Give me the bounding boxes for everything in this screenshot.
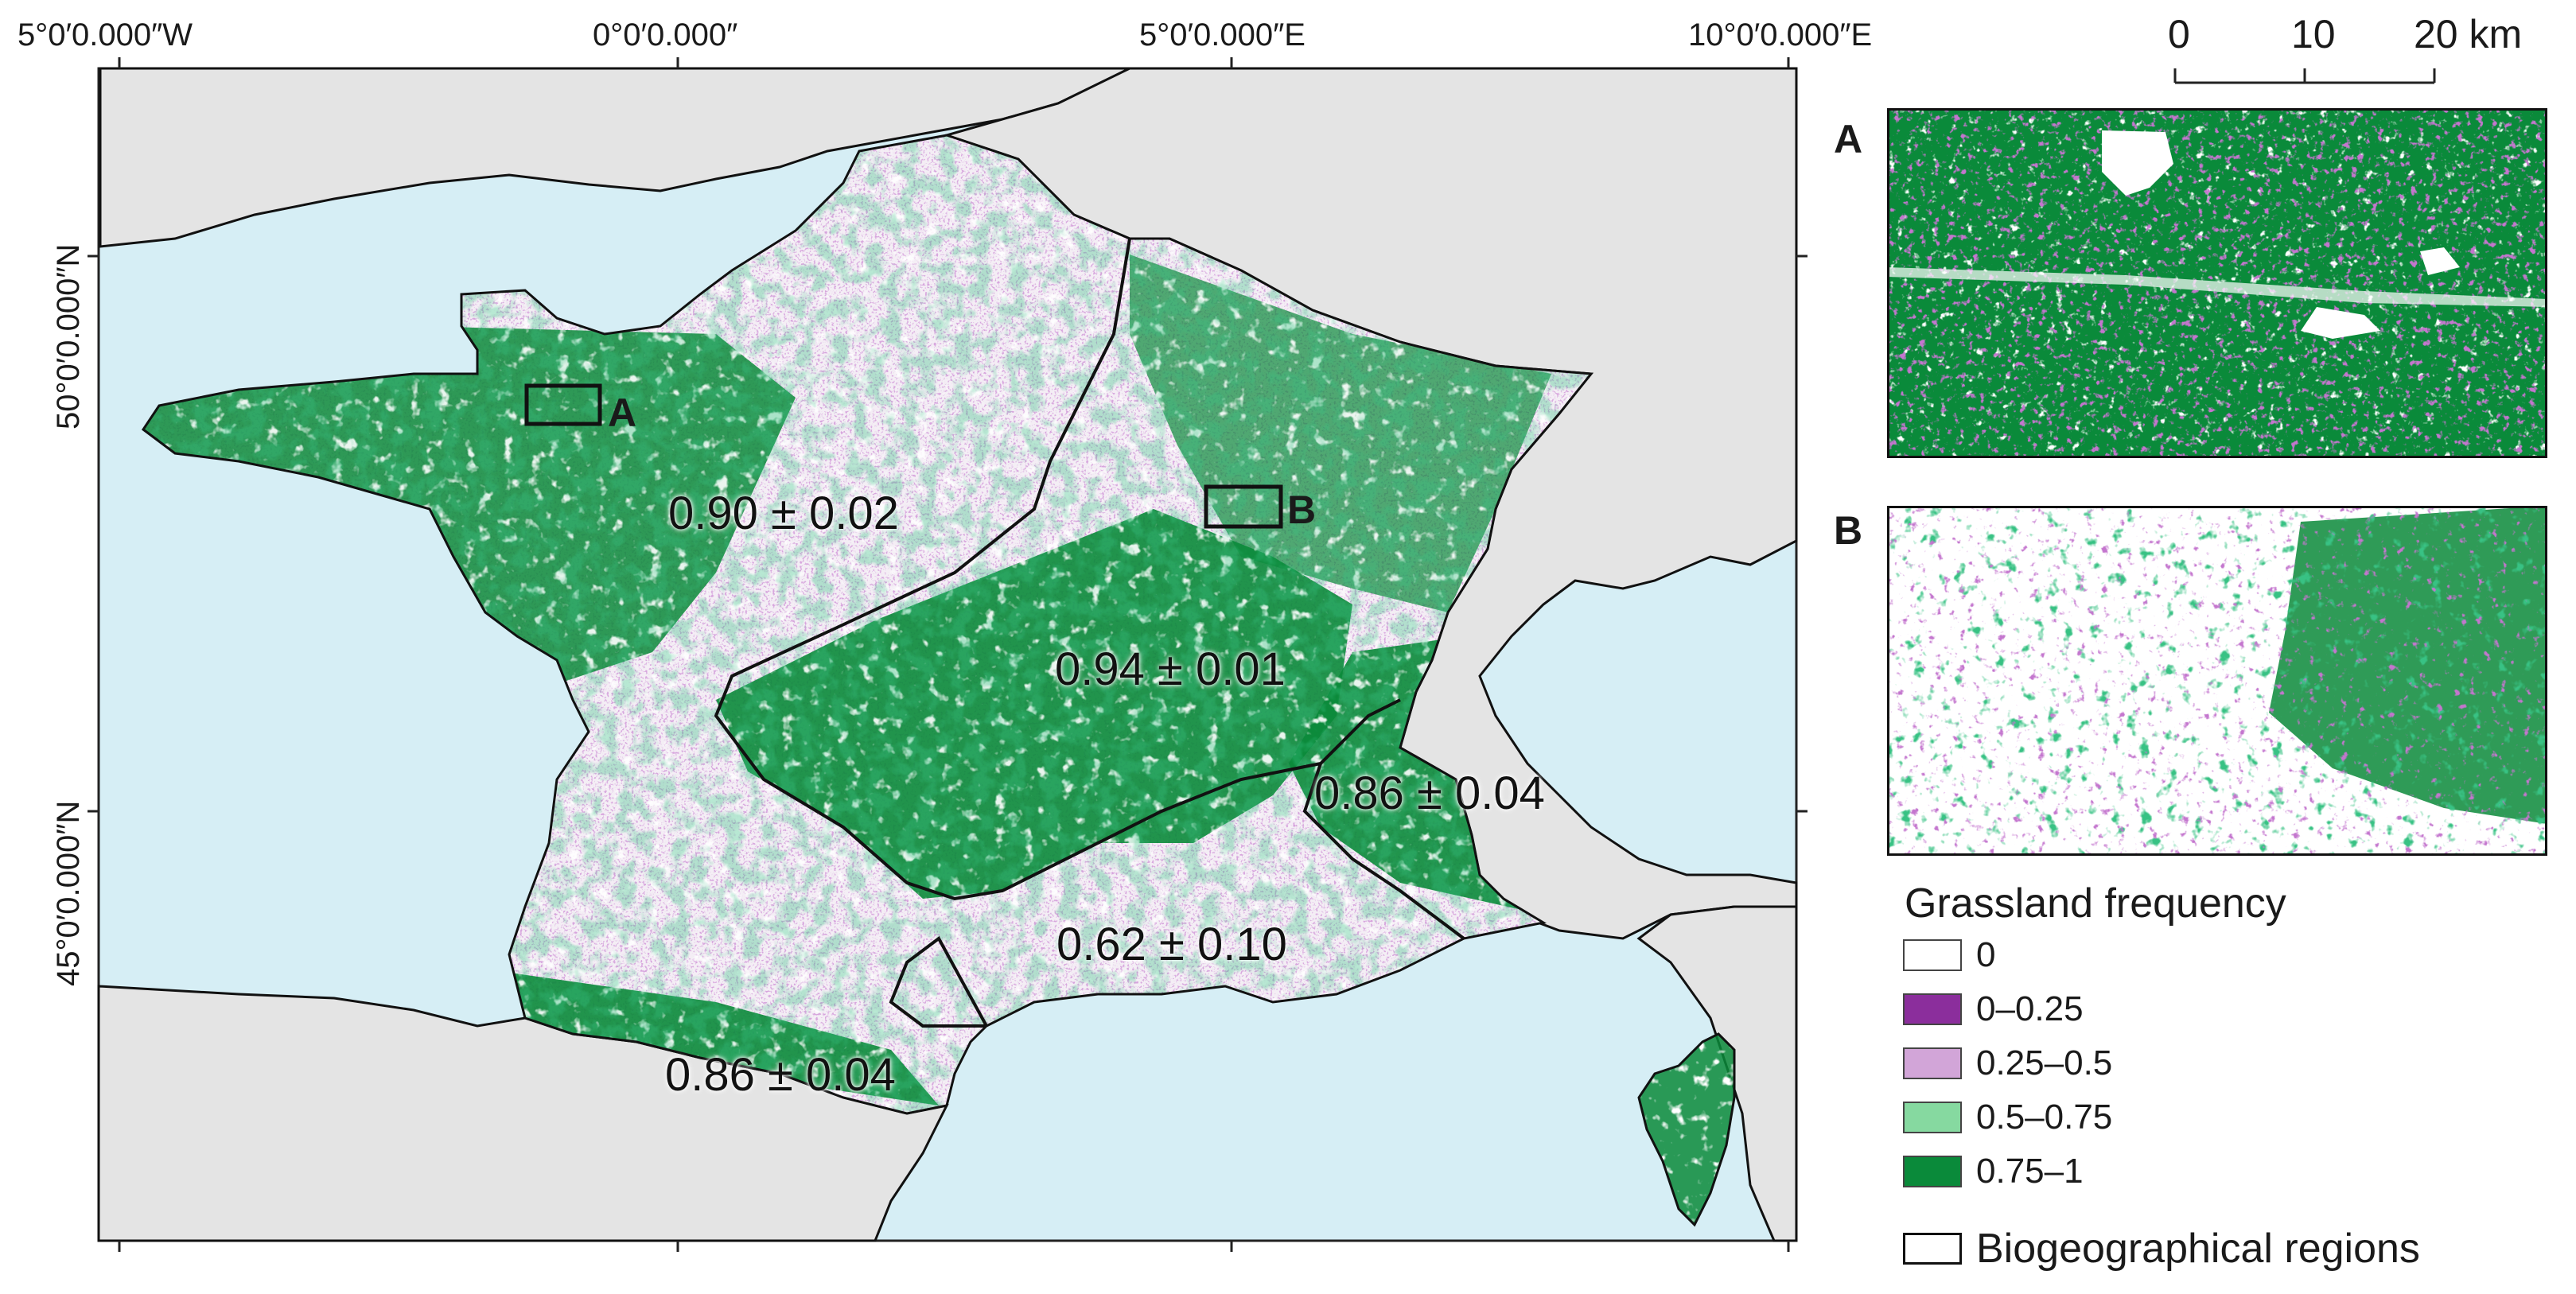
legend-item-4: 0.75–1 [1903, 1152, 2084, 1191]
region-value-alpine: 0.86 ± 0.04 [1314, 767, 1545, 819]
legend-label-3: 0.5–0.75 [1976, 1098, 2113, 1137]
inset-b-map [1887, 506, 2547, 856]
graticule-ticks [88, 57, 1807, 1252]
legend-item-regions: Biogeographical regions [1903, 1225, 2420, 1273]
legend-label-regions: Biogeographical regions [1976, 1226, 2420, 1272]
inset-a-label: A [1834, 117, 1863, 161]
inset-b-label: B [1834, 508, 1863, 553]
corsica-outline [1637, 1032, 1736, 1227]
region-value-mediterranean: 0.62 ± 0.10 [1056, 919, 1287, 970]
scale-tick-20: 20 km [2414, 12, 2523, 56]
region-value-pyrenees: 0.86 ± 0.04 [665, 1049, 896, 1101]
legend-swatch-2 [1903, 1047, 1962, 1079]
legend-swatch-0 [1903, 939, 1962, 971]
legend-label-0: 0 [1976, 935, 1996, 974]
longitude-label-0: 0°0′0.000″ [593, 17, 738, 52]
inset-a-map [1887, 108, 2547, 458]
italy-land [1636, 905, 1798, 1242]
longitude-label-10e: 10°0′0.000″E [1688, 17, 1873, 52]
region-boundary-alpine [1302, 763, 1465, 940]
main-map [88, 57, 1807, 1252]
inset-box-b-label: B [1287, 488, 1317, 532]
legend-swatch-3 [1903, 1102, 1962, 1133]
longitude-label-5e: 5°0′0.000″E [1139, 17, 1306, 52]
france-coastline [141, 134, 1593, 1115]
legend-swatch-4 [1903, 1156, 1962, 1187]
legend-label-4: 0.75–1 [1976, 1152, 2084, 1191]
scale-bar [2173, 68, 2436, 84]
legend-item-1: 0–0.25 [1903, 989, 2084, 1029]
legend-item-0: 0 [1903, 935, 1995, 975]
inset-box-a-label: A [608, 391, 637, 435]
legend-item-2: 0.25–0.5 [1903, 1043, 2112, 1083]
legend-label-1: 0–0.25 [1976, 989, 2084, 1028]
region-value-continental: 0.94 ± 0.01 [1055, 643, 1286, 695]
scale-tick-0: 0 [2168, 12, 2190, 56]
scale-tick-10: 10 [2291, 12, 2336, 56]
longitude-label-5w: 5°0′0.000″W [18, 17, 193, 52]
region-value-atlantic: 0.90 ± 0.02 [668, 488, 899, 539]
inset-box-a [524, 383, 602, 426]
region-boundary-mediterranean [889, 936, 988, 1028]
inset-box-b [1204, 484, 1283, 529]
region-boundary-continental [714, 238, 1401, 901]
legend-label-2: 0.25–0.5 [1976, 1043, 2113, 1082]
legend-item-3: 0.5–0.75 [1903, 1098, 2112, 1137]
legend-swatch-1 [1903, 993, 1962, 1025]
legend-swatch-regions [1903, 1233, 1962, 1265]
legend-title: Grassland frequency [1905, 880, 2286, 927]
